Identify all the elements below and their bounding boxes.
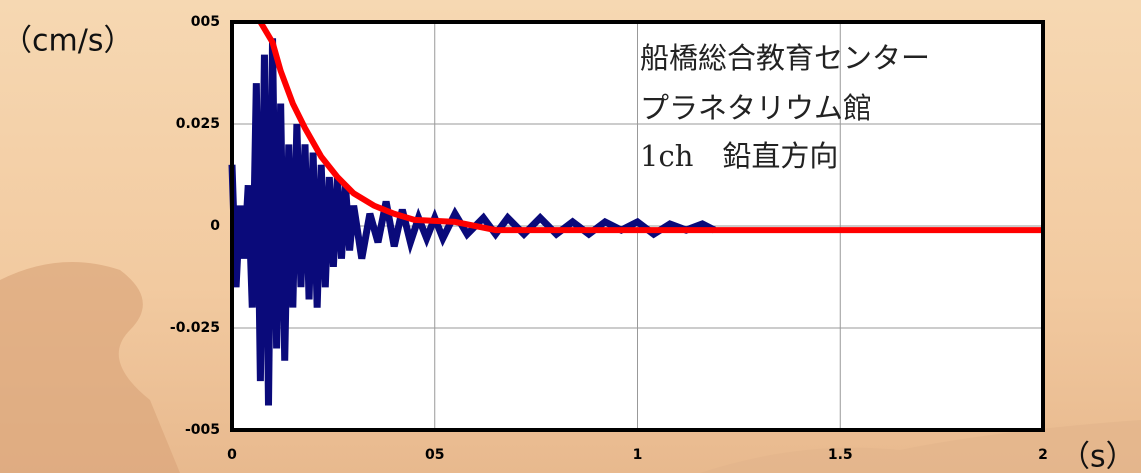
x-tick-label: 2 xyxy=(1038,447,1048,463)
x-axis-label: （s） xyxy=(1060,440,1136,473)
x-tick-label: 05 xyxy=(425,447,444,463)
marks xyxy=(228,20,1043,406)
series-line xyxy=(257,20,1043,234)
y-tick-label: 005 xyxy=(191,14,220,30)
hill xyxy=(0,262,180,473)
x-tick-label: 1 xyxy=(633,447,643,463)
y-tick-label: 0 xyxy=(210,218,220,234)
x-tick-label: 0 xyxy=(227,447,237,463)
annotation: プラネタリウム館 xyxy=(640,91,872,125)
annotation: 船橋総合教育センター xyxy=(640,41,930,75)
plot-border xyxy=(230,20,1045,432)
hill xyxy=(700,420,1141,473)
annotation: 1ch 鉛直方向 xyxy=(640,139,838,173)
y-tick-label: 0.025 xyxy=(176,116,220,132)
y-axis-label: （cm/s） xyxy=(2,24,133,59)
y-tick-label: -005 xyxy=(185,422,220,438)
x-tick-label: 1.5 xyxy=(828,447,853,463)
y-tick-label: -0.025 xyxy=(170,320,220,336)
